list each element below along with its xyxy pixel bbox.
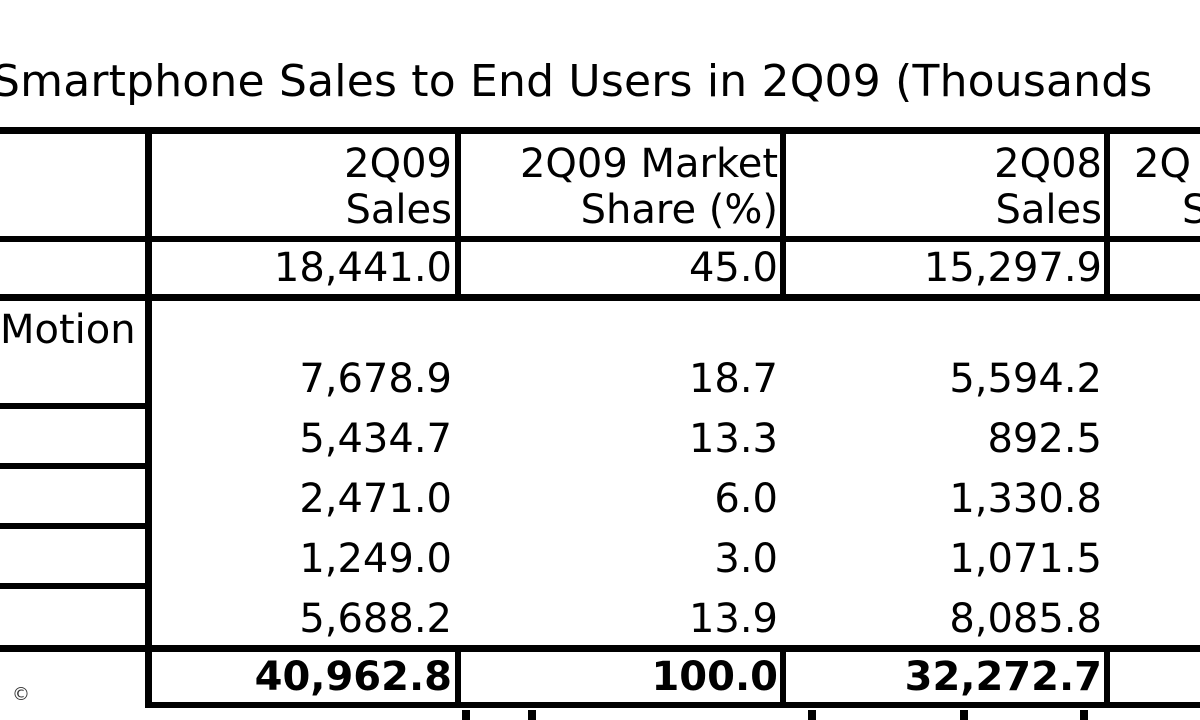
label-divider-4 <box>0 583 150 589</box>
copyright-icon: © <box>8 682 34 708</box>
total-bottom-border <box>150 702 1200 708</box>
header-2q09-sales-line1: 2Q09 <box>344 141 452 187</box>
row3-2q09-sales: 5,434.7 <box>299 416 452 462</box>
row2-vendor-label: Motion <box>0 307 136 353</box>
row1-bottom-border <box>0 294 1200 301</box>
row4-2q08-sales: 1,330.8 <box>949 476 1102 522</box>
header-2q09-share-line1: 2Q09 Market <box>519 141 778 187</box>
cropped-glyph-mark <box>1080 710 1088 720</box>
header-2q08-sales-line2: Sales <box>995 187 1102 233</box>
column-divider-label <box>145 130 152 708</box>
header-col4-line1: 2Q <box>1134 141 1191 187</box>
table-title: Smartphone Sales to End Users in 2Q09 (T… <box>0 56 1153 107</box>
total-2q09-share: 100.0 <box>651 654 778 700</box>
row4-2q09-share: 6.0 <box>714 476 778 522</box>
total-2q09-sales: 40,962.8 <box>254 654 452 700</box>
cropped-glyph-mark <box>808 710 816 720</box>
header-col4-line2: S <box>1182 187 1200 233</box>
row3-2q08-sales: 892.5 <box>987 416 1102 462</box>
row1-2q09-share: 45.0 <box>688 245 778 291</box>
row5-2q08-sales: 1,071.5 <box>949 536 1102 582</box>
cropped-glyph-mark <box>528 710 536 720</box>
header-2q08-sales-line1: 2Q08 <box>994 141 1102 187</box>
row5-2q09-sales: 1,249.0 <box>299 536 452 582</box>
column-divider-1-total <box>455 648 461 708</box>
row2-2q09-share: 18.7 <box>688 356 778 402</box>
row1-2q09-sales: 18,441.0 <box>273 245 452 291</box>
column-divider-2-total <box>780 648 786 708</box>
total-2q08-sales: 32,272.7 <box>904 654 1102 700</box>
column-divider-3-header <box>1104 130 1110 298</box>
label-divider-3 <box>0 523 150 529</box>
row3-2q09-share: 13.3 <box>688 416 778 462</box>
label-divider-1 <box>0 403 150 409</box>
row2-2q09-sales: 7,678.9 <box>299 356 452 402</box>
row5-2q09-share: 3.0 <box>714 536 778 582</box>
total-top-border <box>0 645 1200 652</box>
column-divider-1-header <box>455 130 461 298</box>
row2-2q08-sales: 5,594.2 <box>949 356 1102 402</box>
row4-2q09-sales: 2,471.0 <box>299 476 452 522</box>
row6-2q08-sales: 8,085.8 <box>949 596 1102 642</box>
header-bottom-border <box>0 236 1200 242</box>
row6-2q09-share: 13.9 <box>688 596 778 642</box>
cropped-glyph-mark <box>960 710 968 720</box>
label-divider-2 <box>0 463 150 469</box>
cropped-glyph-mark <box>462 710 470 720</box>
table-top-border <box>0 127 1200 134</box>
header-2q09-sales-line2: Sales <box>345 187 452 233</box>
row6-2q09-sales: 5,688.2 <box>299 596 452 642</box>
column-divider-3-total <box>1104 648 1110 708</box>
row1-2q08-sales: 15,297.9 <box>923 245 1102 291</box>
header-2q09-share-line2: Share (%) <box>580 187 778 233</box>
column-divider-2-header <box>780 130 786 298</box>
